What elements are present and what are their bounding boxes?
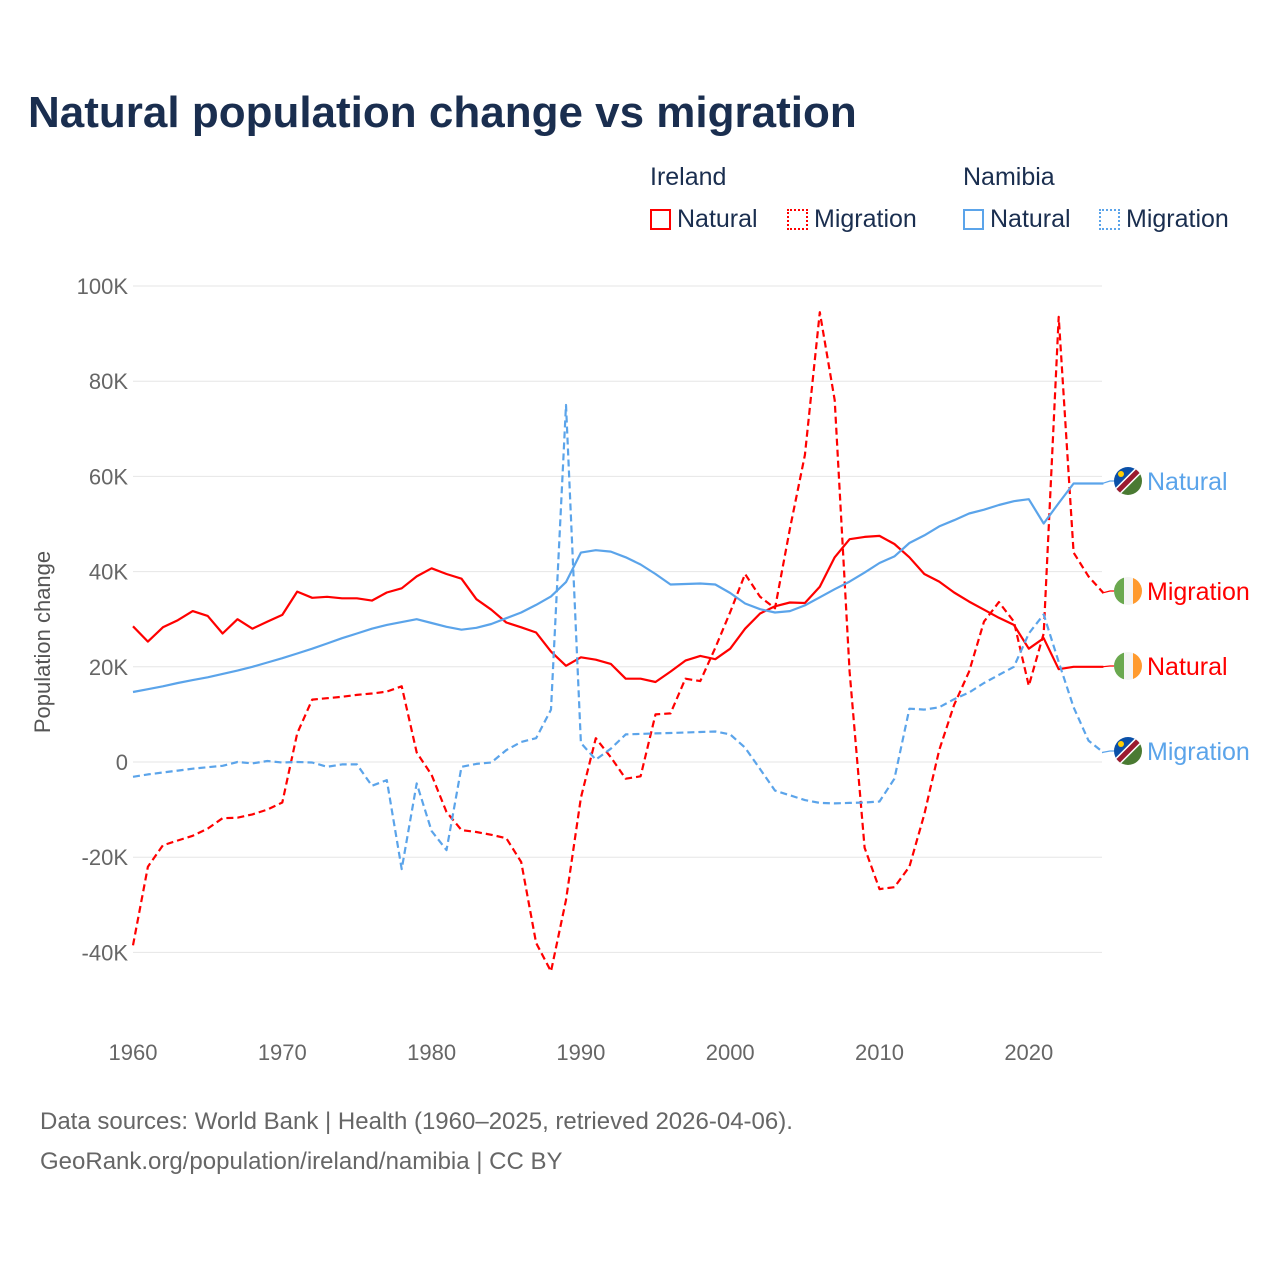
x-tick-label: 1960 — [109, 1040, 158, 1065]
y-tick-label: 40K — [89, 560, 128, 585]
y-tick-label: -20K — [82, 845, 129, 870]
y-tick-label: 80K — [89, 369, 128, 394]
y-tick-label: 20K — [89, 655, 128, 680]
series-line — [132, 534, 1104, 684]
series-ireland-natural: Natural — [132, 534, 1228, 684]
flag-namibia-sun-icon — [1118, 741, 1124, 747]
flag-ireland-icon — [1114, 652, 1124, 680]
x-tick-label: 2010 — [855, 1040, 904, 1065]
footer-link[interactable]: GeoRank.org/population/ireland/namibia |… — [40, 1148, 563, 1175]
flag-ireland-icon — [1133, 577, 1142, 605]
y-tick-label: -40K — [82, 940, 129, 965]
label-connector — [1101, 665, 1114, 668]
legend-swatch — [650, 209, 671, 230]
legend-label: Migration — [814, 205, 917, 233]
legend-label: Migration — [1126, 205, 1229, 233]
footer-sources: Data sources: World Bank | Health (1960–… — [40, 1108, 793, 1135]
flag-namibia-icon — [1114, 467, 1142, 495]
flag-ireland-icon — [1124, 652, 1133, 680]
legend-swatch — [963, 209, 984, 230]
legend-namibia-natural[interactable]: Natural — [963, 205, 1071, 234]
x-tick-label: 2000 — [706, 1040, 755, 1065]
flag-ireland-icon — [1124, 577, 1133, 605]
legend-swatch — [787, 209, 808, 230]
series-end-label: Natural — [1147, 653, 1228, 681]
legend-namibia-migration[interactable]: Migration — [1099, 205, 1229, 234]
y-tick-label: 0 — [116, 750, 128, 775]
label-connector — [1101, 590, 1114, 594]
legend-label: Natural — [677, 205, 758, 233]
legend-group-ireland: Ireland — [650, 163, 727, 191]
y-tick-label: 60K — [89, 464, 128, 489]
flag-ireland-icon — [1114, 577, 1124, 605]
x-tick-label: 2020 — [1004, 1040, 1053, 1065]
series-namibia-natural: Natural — [132, 467, 1228, 694]
series-line — [131, 311, 1105, 973]
flag-ireland-icon — [1133, 652, 1142, 680]
legend-group-namibia: Namibia — [963, 163, 1055, 191]
flag-namibia-icon — [1114, 737, 1142, 765]
legend-label: Natural — [990, 205, 1071, 233]
series-namibia-migration: Migration — [132, 403, 1250, 871]
legend-ireland-natural[interactable]: Natural — [650, 205, 758, 234]
y-axis-label: Population change — [30, 551, 55, 733]
series-line — [132, 482, 1104, 694]
x-tick-label: 1980 — [407, 1040, 456, 1065]
label-connector — [1101, 750, 1114, 754]
series-line — [132, 403, 1105, 871]
flag-namibia-sun-icon — [1118, 471, 1124, 477]
x-tick-label: 1970 — [258, 1040, 307, 1065]
series-end-label: Natural — [1147, 468, 1228, 496]
series-end-label: Migration — [1147, 738, 1250, 766]
y-tick-label: 100K — [77, 274, 129, 299]
legend-ireland-migration[interactable]: Migration — [787, 205, 917, 234]
series-ireland-migration: Migration — [131, 311, 1250, 973]
label-connector — [1101, 480, 1114, 485]
series-end-label: Migration — [1147, 578, 1250, 606]
x-tick-label: 1990 — [556, 1040, 605, 1065]
chart-title: Natural population change vs migration — [28, 88, 857, 137]
legend-swatch — [1099, 209, 1120, 230]
